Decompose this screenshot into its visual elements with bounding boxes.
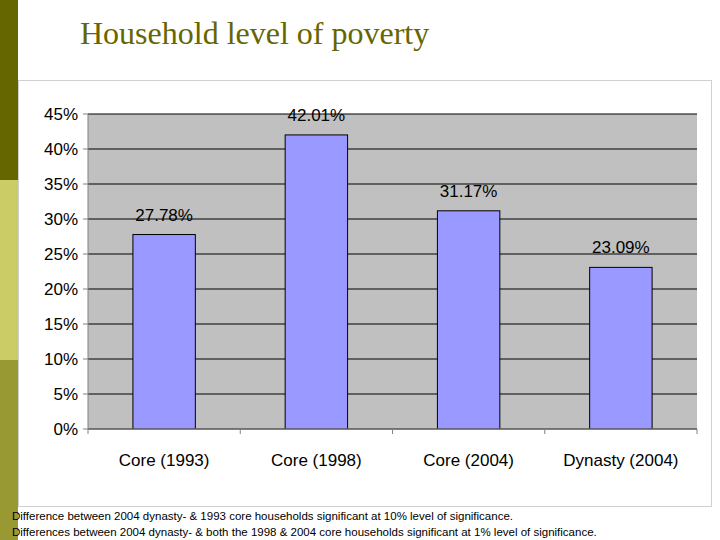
y-tick-label: 10% xyxy=(44,350,78,369)
annotation: Differences between 2004 dynasty- & both… xyxy=(12,526,597,538)
y-axis-line xyxy=(88,114,89,429)
title: Household level of poverty xyxy=(80,15,429,51)
y-tick xyxy=(83,359,88,360)
x-tick xyxy=(88,429,89,434)
y-tick-label: 40% xyxy=(44,140,78,159)
x-tick-label: Core (1998) xyxy=(271,451,362,470)
data-label: 27.78% xyxy=(135,206,193,225)
x-tick xyxy=(240,429,241,434)
data-label: 42.01% xyxy=(288,106,346,125)
grid-line xyxy=(88,184,697,185)
y-tick-label: 0% xyxy=(53,420,78,439)
y-tick-label: 15% xyxy=(44,315,78,334)
plot-background xyxy=(88,114,697,429)
y-tick-label: 45% xyxy=(44,105,78,124)
x-tick-label: Core (1993) xyxy=(119,451,210,470)
bar xyxy=(437,211,499,429)
y-tick xyxy=(83,394,88,395)
y-tick xyxy=(83,254,88,255)
y-tick xyxy=(83,184,88,185)
y-tick xyxy=(83,149,88,150)
data-label: 31.17% xyxy=(440,182,498,201)
x-tick-label: Core (2004) xyxy=(423,451,514,470)
chart-area xyxy=(19,81,712,507)
x-tick-label: Dynasty (2004) xyxy=(563,451,678,470)
y-tick-label: 20% xyxy=(44,280,78,299)
data-label: 23.09% xyxy=(592,238,650,257)
annotation: Difference between 2004 dynasty- & 1993 … xyxy=(12,510,513,522)
y-tick xyxy=(83,219,88,220)
grid-line xyxy=(88,114,697,115)
grid-line xyxy=(88,149,697,150)
y-tick-label: 5% xyxy=(53,385,78,404)
slide: Household level of poverty 0% 5% 10% 15% 20% 2… xyxy=(0,0,720,540)
bars xyxy=(133,135,652,429)
bar xyxy=(133,235,195,429)
y-tick xyxy=(83,429,88,430)
y-tick-label: 35% xyxy=(44,175,78,194)
x-tick xyxy=(392,429,393,434)
bar xyxy=(285,135,347,429)
y-tick xyxy=(83,289,88,290)
bar xyxy=(590,267,652,429)
y-tick xyxy=(83,114,88,115)
y-tick-label: 30% xyxy=(44,210,78,229)
y-tick-label: 25% xyxy=(44,245,78,264)
stripe-top xyxy=(0,0,18,180)
x-tick xyxy=(697,429,698,434)
y-tick xyxy=(83,324,88,325)
x-tick xyxy=(544,429,545,434)
stripe-middle xyxy=(0,180,18,360)
